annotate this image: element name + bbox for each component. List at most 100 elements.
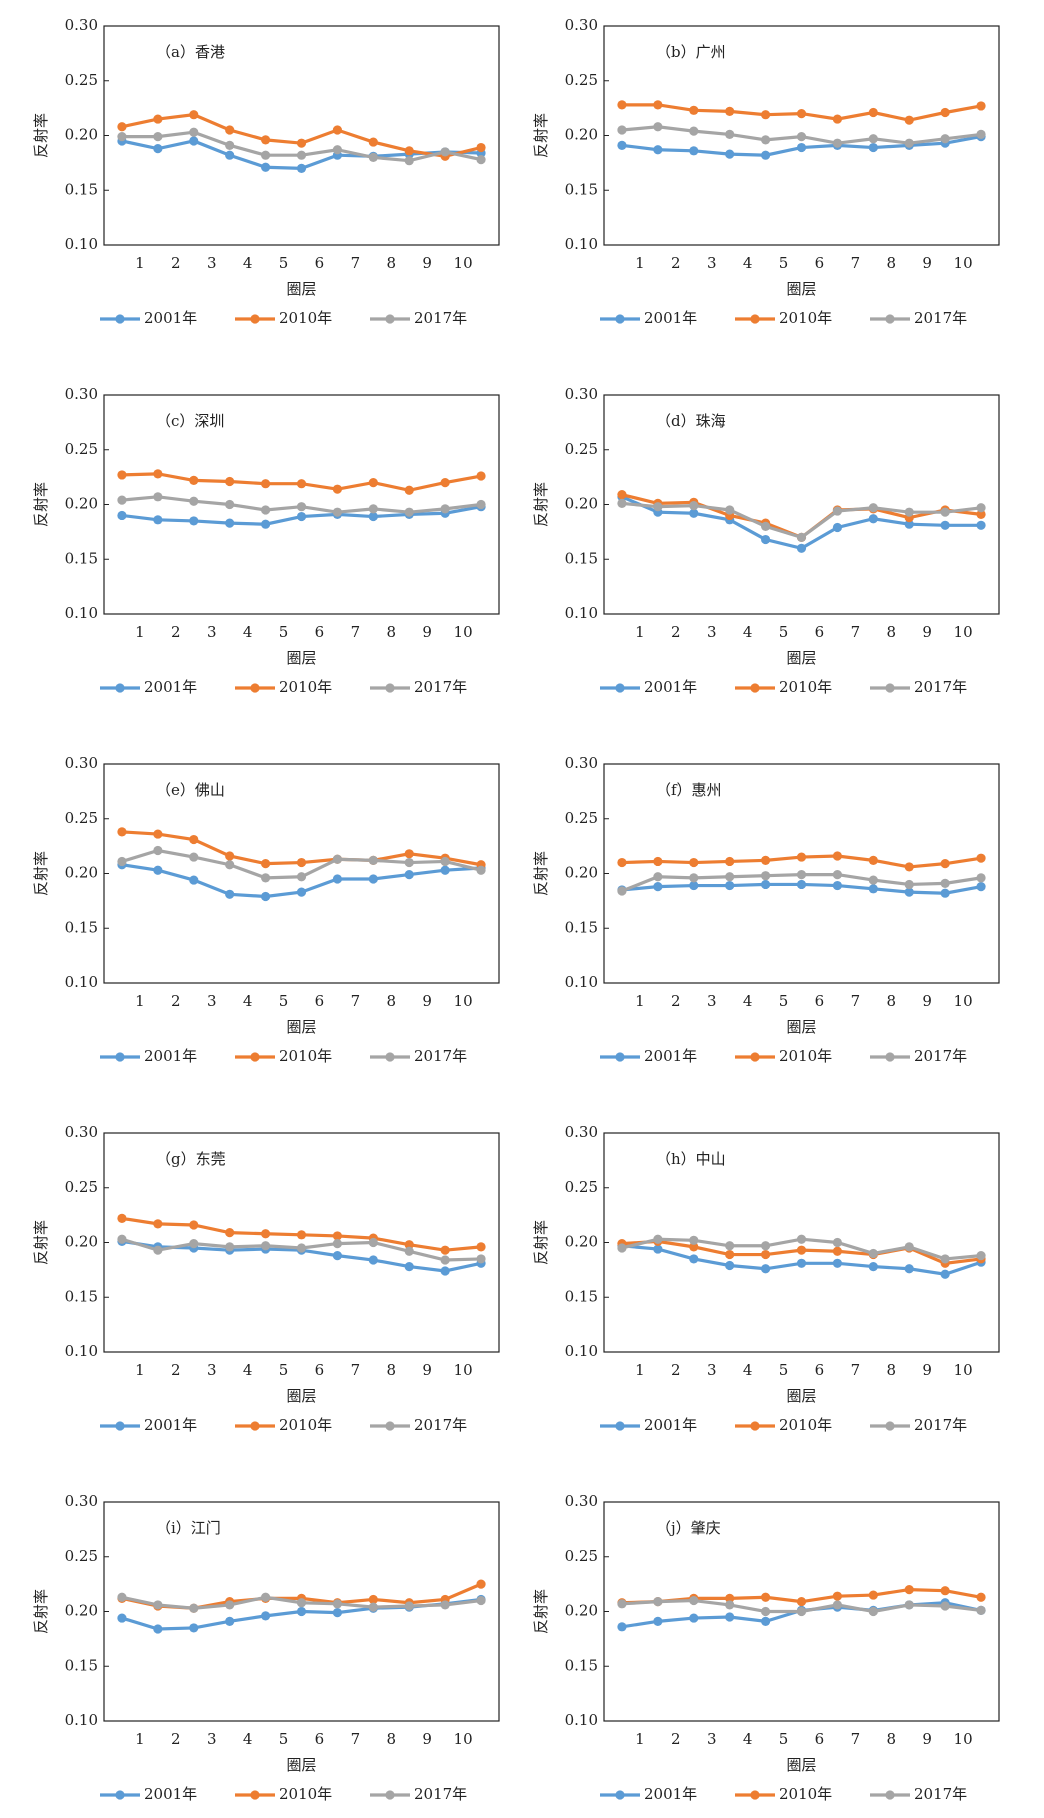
x-tick-label: 5 (779, 254, 789, 272)
data-point (976, 853, 986, 863)
data-point (260, 162, 271, 172)
data-point (689, 873, 699, 883)
x-tick-label: 7 (351, 254, 361, 272)
data-point (225, 518, 235, 528)
data-point (189, 110, 199, 120)
x-tick-label: 4 (743, 254, 753, 272)
legend-label: 2001年 (644, 1047, 697, 1065)
data-point (976, 520, 986, 530)
data-point (868, 503, 878, 513)
x-tick-label: 6 (815, 992, 825, 1010)
x-tick-label: 4 (243, 254, 253, 272)
data-point (225, 140, 235, 150)
data-point (796, 1234, 807, 1244)
data-point (725, 1593, 735, 1603)
x-tick-label: 10 (454, 992, 473, 1010)
y-tick-label: 0.30 (65, 16, 98, 34)
data-point (760, 1616, 771, 1626)
x-tick-label: 5 (779, 623, 789, 641)
legend-marker (250, 683, 260, 693)
data-point (617, 1622, 627, 1632)
data-point (617, 1243, 627, 1253)
x-tick-label: 7 (851, 1730, 861, 1748)
data-point (332, 1251, 343, 1261)
y-tick-label: 0.30 (565, 1123, 598, 1141)
data-point (117, 122, 127, 132)
data-point (904, 507, 914, 517)
legend-label: 2017年 (414, 1416, 467, 1434)
data-point (404, 857, 414, 868)
legend-marker (115, 683, 125, 693)
data-point (653, 872, 663, 882)
data-point (260, 859, 271, 869)
data-point (617, 886, 627, 896)
legend-label: 2010年 (279, 1047, 332, 1065)
data-point (868, 134, 878, 144)
legend-marker (885, 683, 895, 693)
data-point (760, 1241, 771, 1251)
legend-marker (615, 314, 625, 324)
y-tick-label: 0.20 (65, 1233, 98, 1251)
y-tick-label: 0.25 (565, 440, 598, 458)
x-tick-label: 6 (315, 1730, 325, 1748)
y-tick-label: 0.10 (565, 973, 598, 991)
legend-marker (885, 1421, 895, 1431)
data-point (440, 147, 450, 157)
data-point (440, 478, 450, 488)
x-tick-label: 4 (243, 1730, 253, 1748)
x-tick-label: 9 (422, 254, 432, 272)
data-point (868, 107, 878, 118)
data-point (332, 145, 343, 155)
data-point (689, 1595, 699, 1606)
x-tick-label: 3 (207, 1361, 217, 1379)
y-tick-label: 0.20 (565, 864, 598, 882)
data-point (976, 882, 986, 892)
chart-panel: 0.10 0.15 0.20 0.25 0.30 1 2 3 4 5 6 7 8 9 10 圈层 反射率 （a）香… (32, 16, 500, 327)
x-axis-label: 圈层 (786, 1387, 816, 1405)
data-point (332, 1238, 343, 1249)
x-tick-label: 8 (386, 254, 396, 272)
data-point (117, 510, 127, 521)
chart-panel: 0.10 0.15 0.20 0.25 0.30 1 2 3 4 5 6 7 8 9 10 圈层 反射率 （j）肇… (532, 1492, 1000, 1803)
x-tick-label: 2 (671, 992, 681, 1010)
legend-marker (885, 1052, 895, 1062)
data-point (725, 1241, 735, 1251)
data-point (868, 875, 878, 885)
data-point (653, 502, 663, 512)
x-tick-label: 6 (815, 1361, 825, 1379)
legend-marker (750, 314, 760, 324)
legend-label: 2010年 (779, 309, 832, 327)
data-point (117, 1213, 127, 1224)
legend-marker (250, 1421, 260, 1431)
data-point (404, 1261, 414, 1272)
data-point (760, 110, 771, 120)
data-point (976, 1605, 986, 1616)
y-tick-label: 0.20 (65, 126, 98, 144)
y-tick-label: 0.10 (565, 604, 598, 622)
x-tick-label: 5 (779, 992, 789, 1010)
legend-marker (615, 683, 625, 693)
data-point (476, 471, 486, 481)
x-tick-label: 10 (454, 1361, 473, 1379)
data-point (725, 880, 735, 891)
data-point (368, 1255, 378, 1265)
x-tick-label: 9 (422, 1730, 432, 1748)
data-point (689, 1242, 699, 1252)
data-point (440, 1266, 450, 1276)
x-tick-label: 5 (279, 1730, 289, 1748)
data-point (117, 856, 127, 867)
data-point (760, 855, 771, 865)
x-tick-label: 2 (671, 1361, 681, 1379)
data-point (976, 503, 986, 513)
legend-marker (385, 1052, 395, 1062)
legend-label: 2001年 (144, 1047, 197, 1065)
data-point (404, 849, 414, 859)
y-tick-label: 0.15 (565, 549, 598, 567)
data-point (404, 1246, 414, 1256)
legend-marker (750, 683, 760, 693)
data-point (796, 131, 807, 142)
data-point (260, 1611, 271, 1621)
data-point (117, 495, 127, 505)
legend-label: 2010年 (779, 678, 832, 696)
x-tick-label: 6 (315, 992, 325, 1010)
